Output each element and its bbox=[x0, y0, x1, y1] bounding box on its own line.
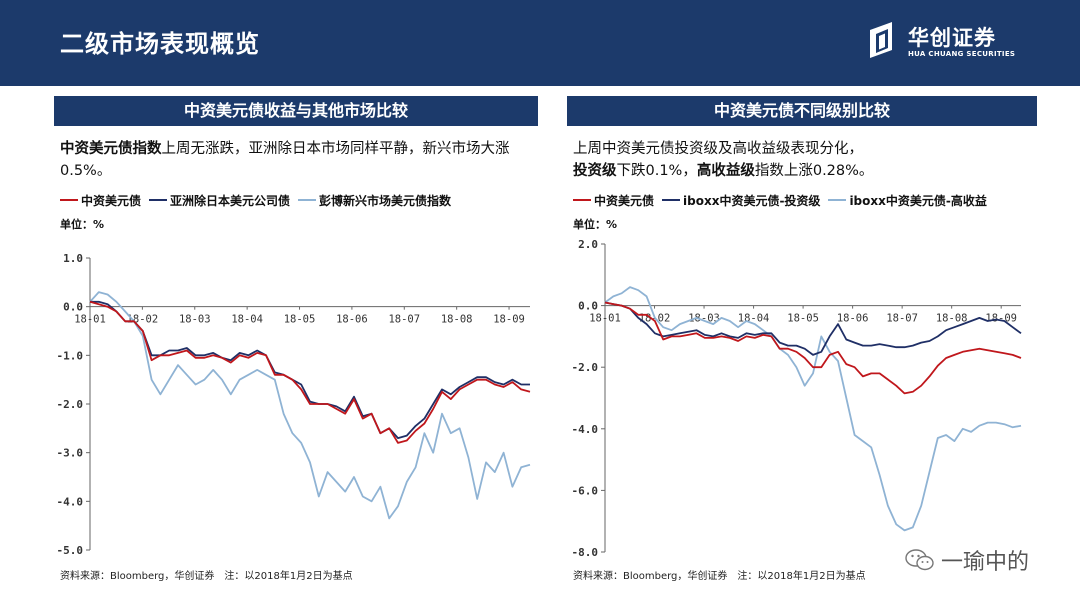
right-line-chart: 2.00.0-2.0-4.0-6.0-8.018-01 18-02 18-03 18-… bbox=[572, 238, 1022, 559]
legend-item: iboxx中资美元债-投资级 bbox=[662, 192, 820, 209]
x-tick-label: 18-03 bbox=[179, 314, 211, 326]
y-tick-label: -8.0 bbox=[572, 546, 599, 559]
legend-item: 中资美元债 bbox=[60, 192, 141, 209]
left-desc-text: 上周无涨跌，亚洲除日本市场同样平静，新兴市场大涨0.5%。 bbox=[60, 141, 510, 179]
series-line-0 bbox=[89, 300, 531, 444]
legend-item: 亚洲除日本美元公司债 bbox=[149, 192, 290, 209]
series-line-1 bbox=[90, 300, 530, 440]
right-panel-title: 中资美元债不同级别比较 bbox=[567, 96, 1037, 126]
right-desc-bold-2: 高收益级 bbox=[696, 163, 755, 179]
left-desc-bold: 中资美元债指数 bbox=[60, 141, 162, 157]
right-legend: 中资美元债 iboxx中资美元债-投资级 iboxx中资美元债-高收益 bbox=[573, 192, 995, 208]
right-unit-label: 单位：% bbox=[573, 218, 618, 231]
left-panel-title: 中资美元债收益与其他市场比较 bbox=[54, 96, 538, 126]
x-tick-label: 18-01 bbox=[589, 313, 621, 325]
left-panel: 中资美元债收益与其他市场比较 中资美元债指数上周无涨跌，亚洲除日本市场同样平静，… bbox=[54, 96, 538, 600]
x-tick-label: 18-05 bbox=[787, 313, 819, 325]
y-tick-label: 0.0 bbox=[578, 300, 598, 313]
legend-item: iboxx中资美元债-高收益 bbox=[828, 192, 987, 209]
y-tick-label: 0.0 bbox=[63, 301, 83, 314]
right-desc-text-1: 下跌0.1%， bbox=[616, 163, 697, 179]
legend-label: iboxx中资美元债-投资级 bbox=[683, 193, 821, 208]
left-description: 中资美元债指数上周无涨跌，亚洲除日本市场同样平静，新兴市场大涨0.5%。 bbox=[60, 138, 530, 182]
x-tick-label: 18-01 bbox=[74, 314, 106, 326]
x-tick-label: 18-04 bbox=[231, 314, 263, 326]
y-tick-label: -4.0 bbox=[57, 495, 84, 508]
legend-item: 中资美元债 bbox=[573, 192, 654, 209]
y-tick-label: 1.0 bbox=[63, 252, 83, 265]
series-line-2 bbox=[604, 286, 1022, 532]
right-description: 上周中资美元债投资级及高收益级表现分化， 投资级下跌0.1%，高收益级指数上涨0… bbox=[573, 138, 1043, 182]
x-tick-label: 18-07 bbox=[886, 313, 918, 325]
legend-swatch bbox=[828, 199, 847, 201]
watermark-text: 一瑜中的 bbox=[941, 550, 1030, 575]
x-tick-label: 18-03 bbox=[688, 313, 720, 325]
series-line-2 bbox=[89, 291, 531, 520]
right-desc-bold-1: 投资级 bbox=[573, 163, 617, 179]
legend-label: 中资美元债 bbox=[594, 193, 655, 208]
x-tick-label: 18-06 bbox=[837, 313, 869, 325]
brand-mark-icon bbox=[870, 22, 892, 58]
y-tick-label: -4.0 bbox=[572, 423, 599, 436]
right-desc-line1: 上周中资美元债投资级及高收益级表现分化， bbox=[573, 141, 863, 157]
y-tick-label: -2.0 bbox=[57, 398, 84, 411]
left-line-chart: 1.0 0.0 -1.0 -2.0 -3.0 -4.0 -5.0 18-01 18-02 18-0… bbox=[57, 252, 531, 557]
series-line-1 bbox=[604, 301, 1022, 356]
x-tick-label: 18-08 bbox=[441, 314, 473, 326]
y-tick-label: -6.0 bbox=[572, 484, 599, 497]
y-tick-label: -2.0 bbox=[572, 361, 599, 374]
left-source-note: 资料来源：Bloomberg，华创证券 注：以2018年1月2日为基点 bbox=[60, 571, 353, 582]
legend-label: 亚洲除日本美元公司债 bbox=[170, 193, 291, 208]
legend-label: 中资美元债 bbox=[81, 193, 142, 208]
legend-label: 彭博新兴市场美元债指数 bbox=[319, 193, 452, 208]
brand-name-en: HUA CHUANG SECURITIES bbox=[908, 50, 1016, 58]
right-source-note: 资料来源：Bloomberg，华创证券 注：以2018年1月2日为基点 bbox=[573, 571, 866, 582]
x-tick-label: 18-07 bbox=[388, 314, 420, 326]
y-tick-label: -1.0 bbox=[57, 349, 84, 362]
x-tick-label: 18-09 bbox=[493, 314, 525, 326]
series-line-0 bbox=[604, 301, 1022, 395]
x-tick-label: 18-08 bbox=[936, 313, 968, 325]
x-tick-label: 18-09 bbox=[985, 313, 1017, 325]
x-tick-label: 18-05 bbox=[284, 314, 316, 326]
legend-swatch bbox=[573, 199, 591, 201]
header-bar: 二级市场表现概览 华创证券 HUA CHUANG SECURITIES bbox=[0, 0, 1080, 86]
page-title: 二级市场表现概览 bbox=[60, 30, 260, 58]
left-legend: 中资美元债 亚洲除日本美元公司债 彭博新兴市场美元债指数 bbox=[60, 192, 459, 208]
legend-swatch bbox=[298, 199, 317, 201]
wechat-icon bbox=[905, 549, 934, 571]
brand-name-cn: 华创证券 bbox=[908, 26, 996, 50]
x-tick-label: 18-06 bbox=[336, 314, 368, 326]
right-panel: 中资美元债不同级别比较 上周中资美元债投资级及高收益级表现分化， 投资级下跌0.… bbox=[567, 96, 1037, 600]
legend-item: 彭博新兴市场美元债指数 bbox=[298, 192, 451, 209]
brand-logo: 华创证券 HUA CHUANG SECURITIES bbox=[862, 20, 1042, 66]
legend-swatch bbox=[149, 199, 168, 201]
y-tick-label: -5.0 bbox=[57, 544, 84, 557]
legend-swatch bbox=[60, 199, 78, 201]
y-tick-label: -3.0 bbox=[57, 447, 84, 460]
right-desc-text-2: 指数上涨0.28%。 bbox=[754, 163, 874, 179]
watermark: 一瑜中的 bbox=[905, 544, 1029, 576]
x-tick-label: 18-02 bbox=[127, 314, 159, 326]
legend-label: iboxx中资美元债-高收益 bbox=[849, 193, 987, 208]
y-tick-label: 2.0 bbox=[578, 238, 598, 251]
legend-swatch bbox=[662, 199, 681, 201]
left-unit-label: 单位：% bbox=[60, 218, 105, 231]
